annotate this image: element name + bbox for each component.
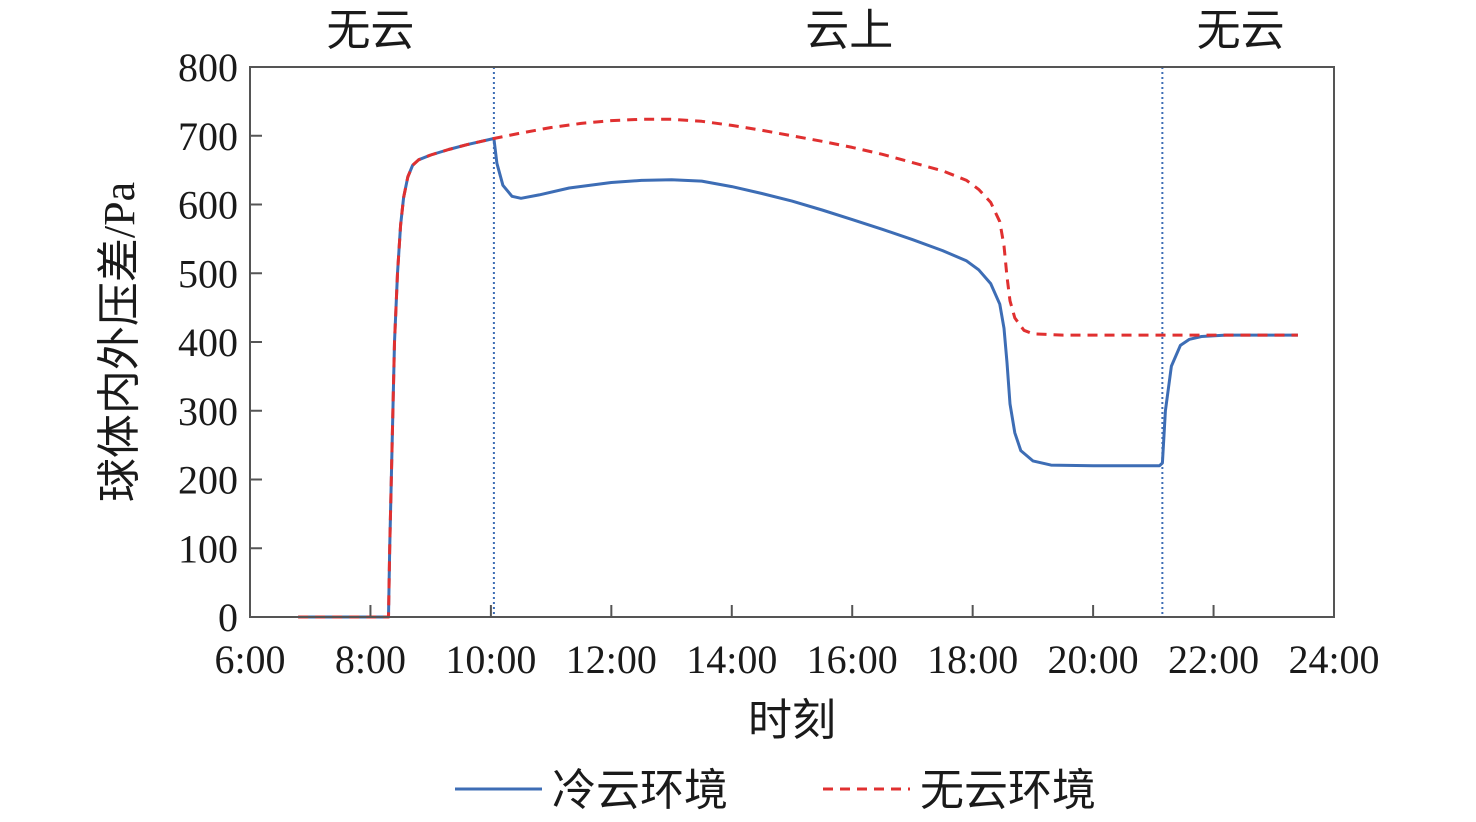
x-tick-label: 14:00	[686, 637, 777, 682]
y-tick-label: 0	[218, 595, 238, 640]
x-axis-title: 时刻	[748, 696, 836, 745]
y-tick-label: 600	[178, 183, 238, 228]
x-tick-label: 8:00	[335, 637, 406, 682]
y-tick-label: 500	[178, 251, 238, 296]
y-tick-label: 100	[178, 526, 238, 571]
y-tick-label: 200	[178, 458, 238, 503]
legend-label-1: 无云环境	[920, 766, 1096, 815]
x-tick-label: 18:00	[927, 637, 1018, 682]
legend-label-0: 冷云环境	[552, 766, 728, 815]
y-tick-label: 300	[178, 389, 238, 434]
region-labels: 无云 云上 无云	[326, 6, 1284, 55]
series-line-1	[298, 117, 1298, 619]
plot-area-frame	[249, 66, 1335, 618]
region-label: 云上	[805, 6, 893, 55]
x-axis-ticks: 6:00 8:00 10:00 12:00 14:00 16:00 18:00 20:00 22…	[214, 605, 1380, 682]
series-line-0	[298, 137, 1298, 619]
x-tick-label: 16:00	[807, 637, 898, 682]
y-tick-label: 400	[178, 320, 238, 365]
y-axis-title: 球体内外压差/Pa	[95, 182, 144, 502]
y-tick-label: 700	[178, 114, 238, 159]
x-tick-label: 10:00	[445, 637, 536, 682]
x-tick-label: 12:00	[566, 637, 657, 682]
x-tick-label: 22:00	[1168, 637, 1259, 682]
x-tick-label: 24:00	[1288, 637, 1379, 682]
x-tick-label: 20:00	[1048, 637, 1139, 682]
region-label: 无云	[1197, 6, 1285, 55]
phase-boundaries	[492, 67, 1164, 617]
x-tick-label: 6:00	[214, 637, 285, 682]
y-axis-ticks: 0 100 200 300 400 500 600 700 800	[178, 45, 262, 640]
y-tick-label: 800	[178, 45, 238, 90]
data-series	[298, 117, 1298, 619]
region-label: 无云	[326, 6, 414, 55]
legend: 冷云环境 无云环境	[455, 766, 1096, 815]
